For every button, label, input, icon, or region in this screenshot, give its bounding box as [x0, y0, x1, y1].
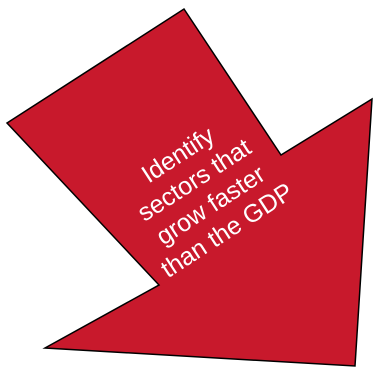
- arrow-shape: [5, 7, 373, 367]
